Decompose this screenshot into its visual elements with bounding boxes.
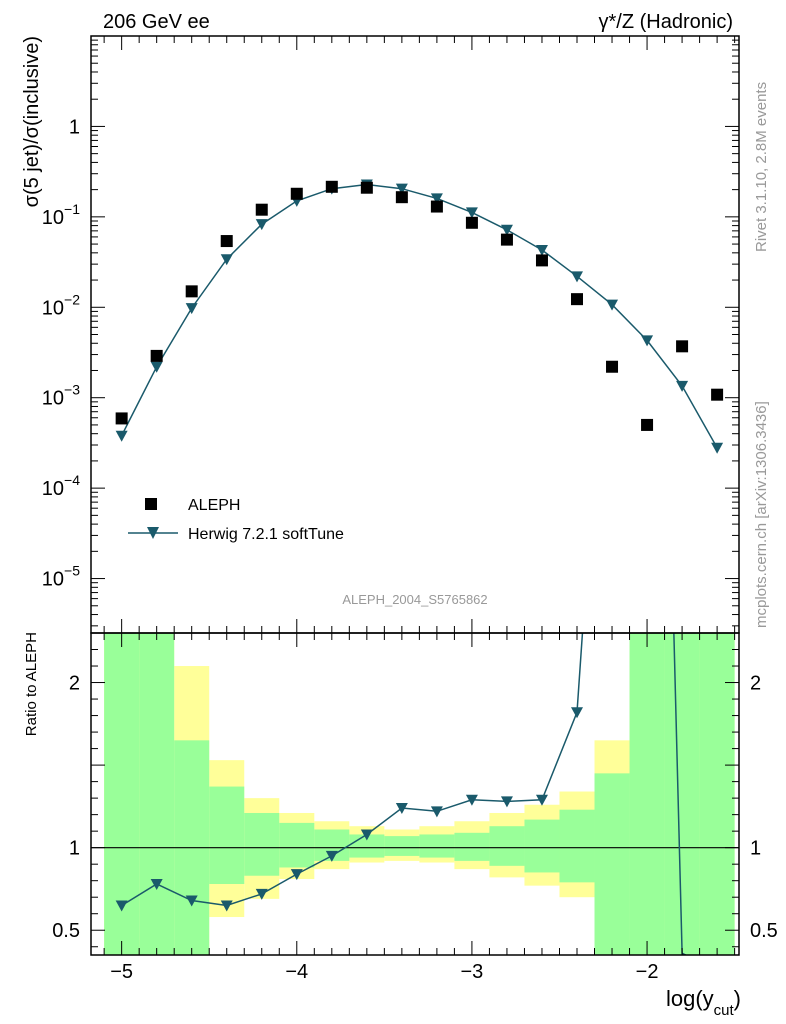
mc-point — [571, 271, 583, 283]
x-tick-label: −5 — [110, 961, 133, 983]
data-point — [500, 233, 513, 246]
x-tick-label: −3 — [461, 961, 484, 983]
ratio-y-tick-label-right: 1 — [750, 838, 761, 860]
energy-label: 206 GeV ee — [103, 11, 210, 33]
data-point — [571, 293, 583, 306]
data-point — [711, 388, 724, 401]
mc-point — [395, 183, 408, 195]
mc-point — [606, 299, 619, 311]
data-point — [606, 360, 619, 373]
ratio-point — [150, 878, 163, 890]
ratio-y-tick-label-left: 2 — [69, 673, 80, 695]
data-point — [535, 254, 548, 267]
data-point — [676, 340, 689, 353]
legend-mc-label: Herwig 7.2.1 softTune — [188, 526, 344, 543]
data-point — [185, 285, 198, 298]
ratio-plot-frame — [90, 632, 740, 956]
data-point — [360, 181, 373, 194]
legend-data-label: ALEPH — [188, 497, 240, 514]
ratio-point — [325, 850, 338, 862]
band-inner-bin — [559, 809, 595, 883]
ratio-y-tick-label-right: 2 — [750, 673, 761, 695]
band-inner-bin — [699, 633, 735, 955]
band-inner-bin — [454, 832, 490, 861]
band-inner-bin — [419, 834, 455, 858]
ratio-y-tick-label-left: 0.5 — [52, 920, 80, 942]
legend: ALEPH Herwig 7.2.1 softTune — [128, 497, 344, 543]
mc-point — [500, 224, 513, 236]
band-inner-bin — [139, 633, 175, 955]
band-inner-bin — [489, 826, 525, 866]
data-point — [290, 187, 303, 200]
ratio-series-line — [121, 633, 688, 955]
data-point — [220, 235, 233, 248]
ratio-point — [395, 803, 408, 815]
main-plot-area — [115, 179, 724, 454]
mc-point — [535, 244, 548, 256]
mc-point — [185, 303, 198, 315]
mc-point — [115, 430, 128, 442]
band-inner-bin — [279, 822, 315, 868]
ratio-point — [465, 794, 478, 806]
ratio-point — [571, 707, 583, 719]
ratio-point — [290, 869, 303, 881]
analysis-id-label: ALEPH_2004_S5765862 — [342, 592, 487, 607]
band-inner-bin — [384, 836, 420, 856]
mc-point — [255, 219, 268, 231]
ratio-point — [535, 794, 548, 806]
mc-point — [220, 254, 233, 266]
ratio-plot-area — [91, 633, 739, 955]
data-point — [115, 412, 128, 425]
mc-series-line — [120, 183, 718, 449]
ratio-y-tick-label-right: 0.5 — [750, 920, 778, 942]
main-y-tick-label: 10−2 — [42, 291, 80, 319]
x-axis-label: log(ycut) — [666, 986, 741, 1019]
band-inner-bin — [209, 786, 245, 884]
ratio-y-axis-label: Ratio to ALEPH — [23, 632, 40, 736]
band-inner-bin — [524, 819, 560, 873]
ratio-point — [430, 806, 443, 818]
mc-point — [711, 442, 724, 454]
ratio-point — [220, 900, 233, 912]
ratio-point — [255, 888, 268, 900]
band-inner-bin — [594, 773, 630, 955]
band-inner-bin — [664, 633, 700, 955]
data-point — [465, 216, 478, 229]
mc-point — [676, 380, 689, 392]
mc-point — [641, 335, 654, 347]
ratio-point — [115, 900, 128, 912]
rivet-version-label: Rivet 3.1.10, 2.8M events — [753, 82, 770, 252]
process-label: γ*/Z (Hadronic) — [599, 11, 733, 33]
ratio-y-tick-label-left: 1 — [69, 838, 80, 860]
main-y-tick-label: 10−4 — [42, 472, 80, 500]
data-point — [395, 191, 408, 204]
main-y-tick-label: 10−5 — [42, 563, 80, 591]
mc-point — [465, 207, 478, 219]
x-tick-label: −4 — [285, 961, 308, 983]
data-point — [255, 203, 268, 216]
data-point — [325, 180, 338, 193]
data-point — [150, 349, 163, 362]
data-point — [430, 200, 443, 213]
band-inner-bin — [629, 633, 665, 955]
ratio-point — [185, 895, 198, 907]
legend-data-marker — [145, 498, 157, 510]
main-y-tick-label: 10−1 — [42, 201, 80, 229]
ratio-point — [500, 796, 513, 808]
main-y-tick-label: 10−3 — [42, 382, 80, 410]
x-tick-label: −2 — [636, 961, 659, 983]
main-y-axis-label: σ(5 jet)/σ(inclusive) — [21, 36, 43, 207]
ratio-point — [360, 829, 373, 841]
data-point — [641, 418, 654, 431]
mc-point — [150, 361, 163, 373]
main-y-tick-label: 1 — [69, 116, 80, 138]
mcplots-label: mcplots.cern.ch [arXiv:1306.3436] — [753, 401, 770, 628]
mc-point — [430, 193, 443, 205]
legend-mc-marker — [147, 527, 159, 539]
band-inner-bin — [244, 812, 280, 876]
